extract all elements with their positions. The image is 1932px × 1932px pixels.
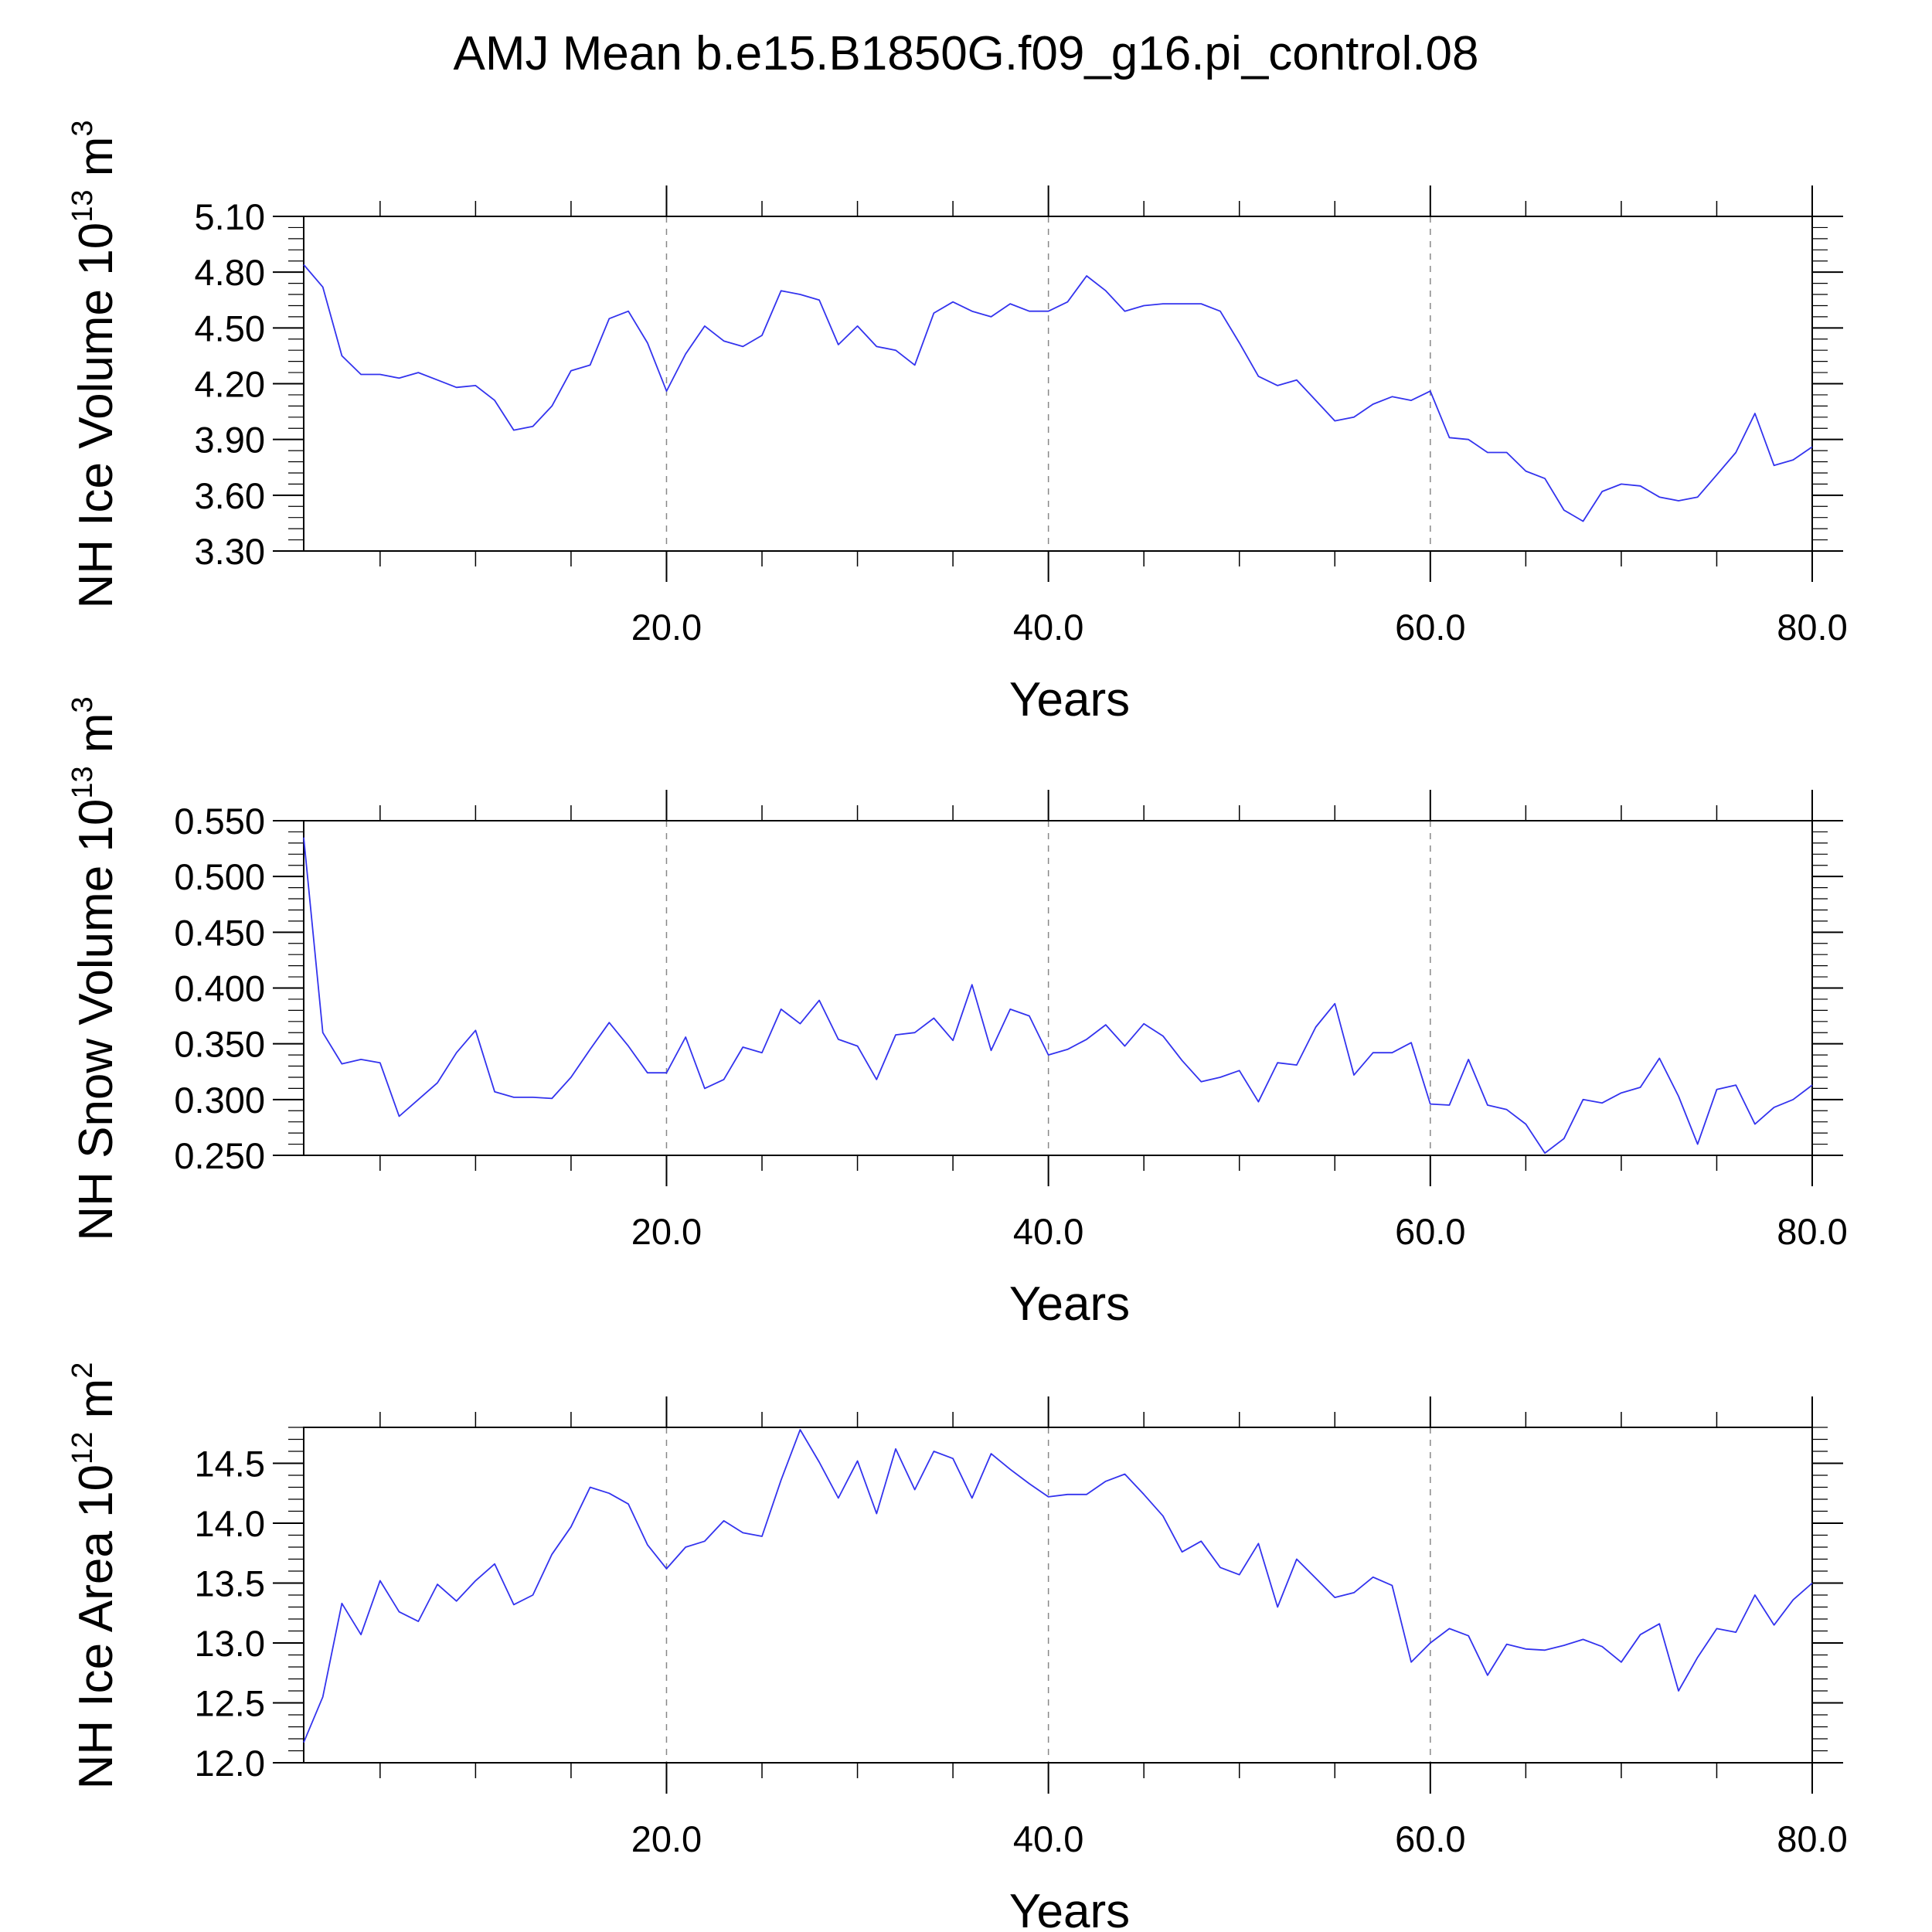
snow-volume-frame — [303, 820, 1813, 1156]
panel-ice-volume: 20.0 40.0 60.0 80.0 3.30 3.60 3.90 4.20 4.50 4.80… — [66, 121, 1848, 727]
ice-volume-ylabel: NH Ice Volume 1013 m3 — [66, 121, 123, 609]
panel-ice-area: 20.0 40.0 60.0 80.0 12.0 12.5 13.0 13.5 14.0 14.5… — [66, 1362, 1848, 1932]
ice-area-xtick-label: 40.0 — [1013, 1818, 1083, 1859]
snow-volume-xtick-label: 40.0 — [1013, 1211, 1083, 1252]
ice-area-frame — [303, 1427, 1813, 1764]
snow-volume-series-line — [303, 837, 1813, 1154]
ice-volume-xtick-label: 20.0 — [631, 607, 702, 648]
snow-volume-xtick-label: 60.0 — [1395, 1211, 1465, 1252]
snow-volume-ytick-label: 0.300 — [174, 1080, 265, 1121]
ice-volume-ytick-label: 4.50 — [195, 308, 265, 349]
ice-area-ytick-label: 14.0 — [195, 1503, 265, 1544]
ice-area-ytick-label: 12.0 — [195, 1743, 265, 1784]
ice-volume-xtick-label: 60.0 — [1395, 607, 1465, 648]
snow-volume-xtick-label: 80.0 — [1777, 1211, 1847, 1252]
panel-snow-volume: 20.0 40.0 60.0 80.0 0.250 0.300 0.350 0.400 0.45… — [66, 696, 1848, 1331]
snow-volume-ytick-label: 0.550 — [174, 801, 265, 842]
ice-area-series-line — [303, 1429, 1813, 1743]
snow-volume-ytick-label: 0.400 — [174, 968, 265, 1009]
ice-area-ytick-label: 13.5 — [195, 1563, 265, 1604]
chart-title: AMJ Mean b.e15.B1850G.f09_g16.pi_control… — [453, 27, 1478, 80]
ice-volume-ytick-label: 4.80 — [195, 252, 265, 293]
ice-area-xlabel: Years — [1009, 1885, 1130, 1932]
ice-volume-ytick-label: 3.90 — [195, 420, 265, 461]
snow-volume-ytick-label: 0.450 — [174, 912, 265, 953]
snow-volume-ytick-label: 0.250 — [174, 1135, 265, 1176]
ice-volume-series-line — [303, 264, 1813, 522]
ice-volume-xlabel: Years — [1009, 673, 1130, 726]
ice-volume-ytick-label: 4.20 — [195, 364, 265, 405]
ice-area-xtick-label: 80.0 — [1777, 1818, 1847, 1859]
ice-area-xtick-label: 60.0 — [1395, 1818, 1465, 1859]
ice-volume-ytick-label: 3.30 — [195, 531, 265, 572]
ice-area-ylabel: NH Ice Area 1012 m2 — [66, 1362, 123, 1790]
ice-area-ytick-label: 13.0 — [195, 1623, 265, 1664]
ice-volume-xtick-label: 40.0 — [1013, 607, 1083, 648]
snow-volume-xlabel: Years — [1009, 1277, 1130, 1331]
ice-area-ytick-label: 12.5 — [195, 1683, 265, 1724]
ice-volume-ytick-label: 3.60 — [195, 475, 265, 516]
ice-volume-ytick-label: 5.10 — [195, 196, 265, 237]
snow-volume-ytick-label: 0.350 — [174, 1024, 265, 1065]
snow-volume-ytick-label: 0.500 — [174, 856, 265, 897]
ice-volume-frame — [303, 216, 1813, 552]
ice-volume-xtick-label: 80.0 — [1777, 607, 1847, 648]
snow-volume-xtick-label: 20.0 — [631, 1211, 702, 1252]
ice-area-xtick-label: 20.0 — [631, 1818, 702, 1859]
snow-volume-ylabel: NH Snow Volume 1013 m3 — [66, 696, 123, 1240]
ice-area-ytick-label: 14.5 — [195, 1444, 265, 1485]
